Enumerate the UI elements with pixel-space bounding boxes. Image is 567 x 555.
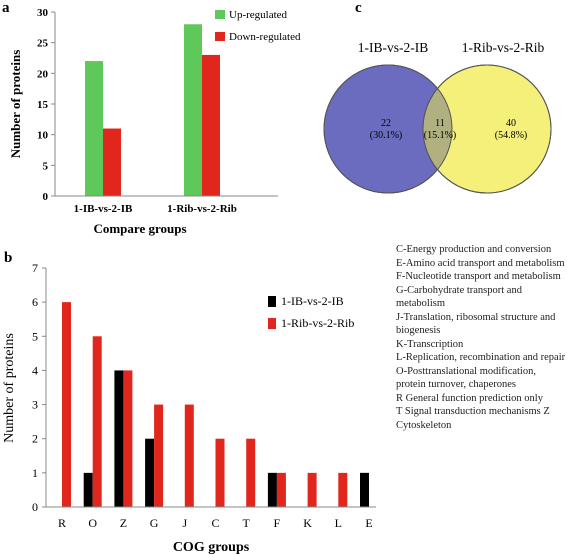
chart-b-y-tick-label: 7 <box>32 261 38 275</box>
chart-a-y-tick-label: 15 <box>37 99 49 111</box>
panel-label-b: b <box>4 250 12 266</box>
chart-b-cog: 0 1 2 3 4 5 6 7 R O Z G J C T F K L E 1-IB-vs-2-IB 1-Rib-v… <box>2 261 376 555</box>
venn-set-name-rib: 1-Rib-vs-2-Rib <box>462 40 545 55</box>
cog-legend-item: L-Replication, recombination and repair <box>396 352 566 363</box>
venn-overlap-percent: (15.1%) <box>424 130 457 141</box>
chart-b-bar <box>184 404 194 507</box>
chart-a-y-tick-label: 20 <box>37 68 49 80</box>
chart-b-x-tick-label: F <box>274 516 281 530</box>
chart-a-bar <box>184 24 202 197</box>
chart-a-legend-label: Down-regulated <box>229 31 301 43</box>
cog-legend-item: T Signal transduction mechanisms Z Cytos… <box>396 406 550 431</box>
cog-legend-item: J-Translation, ribosomal structure and b… <box>396 311 556 337</box>
chart-a-legend: Up-regulated Down-regulated <box>215 9 301 43</box>
chart-b-bar <box>145 438 155 507</box>
chart-b-legend-label: 1-IB-vs-2-IB <box>281 294 344 308</box>
chart-b-bar <box>276 472 286 507</box>
chart-b-bar <box>307 472 317 507</box>
chart-b-x-tick-label: R <box>58 516 66 530</box>
chart-b-bar <box>154 404 164 507</box>
chart-b-x-label: COG groups <box>173 540 250 555</box>
panel-label-a: a <box>2 0 10 16</box>
venn-diagram: 1-IB-vs-2-IB 1-Rib-vs-2-Rib 22 (30.1%) 1… <box>323 40 552 194</box>
chart-b-x-tick-label: O <box>88 516 97 530</box>
cog-legend-item: C-Energy production and conversion <box>396 244 552 255</box>
venn-rib-only-count: 40 <box>506 118 516 129</box>
chart-b-bar <box>360 472 369 507</box>
chart-b-legend: 1-IB-vs-2-IB 1-Rib-vs-2-Rib <box>268 294 354 330</box>
chart-a-x-label: Compare groups <box>93 221 186 236</box>
chart-a-x-ticks: 1-IB-vs-2-IB 1-Rib-vs-2-Rib <box>74 203 237 215</box>
chart-a-x-tick-label: 1-IB-vs-2-IB <box>74 203 133 215</box>
chart-a-y-tick-label: 25 <box>37 38 49 50</box>
venn-outline-ib <box>323 64 453 194</box>
chart-b-y-tick-label: 4 <box>32 363 38 377</box>
chart-a-bars <box>85 24 220 197</box>
cog-legend-item: F-Nucleotide transport and metabolism <box>396 271 561 282</box>
cog-legend-item: R General function prediction only <box>396 392 543 404</box>
chart-b-y-tick-label: 0 <box>32 500 38 514</box>
chart-b-y-tick-label: 6 <box>32 295 38 309</box>
chart-a-x-tick-label: 1-Rib-vs-2-Rib <box>167 203 237 215</box>
chart-b-x-tick-label: K <box>303 516 312 530</box>
chart-b-x-tick-label: E <box>365 516 372 530</box>
chart-b-bar <box>83 472 93 507</box>
venn-outline-rib <box>422 64 552 194</box>
chart-a-y-tick-label: 30 <box>37 7 49 19</box>
chart-b-x-tick-label: C <box>211 516 219 530</box>
chart-b-bar <box>62 302 71 507</box>
chart-a-y-tick-label: 5 <box>43 160 49 172</box>
chart-a-bar <box>202 54 220 196</box>
chart-a-legend-label: Up-regulated <box>229 9 288 21</box>
chart-b-x-tick-label: Z <box>120 516 127 530</box>
chart-b-bar <box>267 472 277 507</box>
chart-b-y-ticks: 0 1 2 3 4 5 6 7 <box>32 261 46 514</box>
chart-b-bar <box>123 370 133 507</box>
chart-b-bars <box>62 302 369 507</box>
chart-b-y-label: Number of proteins <box>2 333 17 443</box>
chart-a-legend-swatch <box>215 10 225 19</box>
venn-set-name-ib: 1-IB-vs-2-IB <box>358 40 429 55</box>
chart-b-bar <box>246 438 256 507</box>
panel-label-c: c <box>355 0 362 16</box>
chart-a-y-tick-label: 10 <box>37 130 49 142</box>
chart-b-legend-swatch <box>268 318 276 329</box>
chart-a-bar <box>85 61 103 196</box>
cog-category-legend: C-Energy production and conversion E-Ami… <box>396 243 566 432</box>
chart-a-bar <box>103 128 121 196</box>
chart-b-bar <box>215 438 225 507</box>
chart-b-legend-swatch <box>268 296 276 307</box>
chart-b-y-tick-label: 5 <box>32 329 38 343</box>
chart-b-legend-label: 1-Rib-vs-2-Rib <box>281 316 354 330</box>
venn-ib-only-count: 22 <box>381 118 391 129</box>
chart-a-y-tick-label: 0 <box>43 191 49 203</box>
venn-ib-only-percent: (30.1%) <box>370 130 403 141</box>
chart-b-y-tick-label: 3 <box>32 398 38 412</box>
chart-b-x-tick-label: L <box>335 516 342 530</box>
chart-b-x-tick-label: T <box>243 516 251 530</box>
chart-b-bar <box>338 472 348 507</box>
cog-legend-item: K-Transcription <box>396 338 464 350</box>
chart-b-y-tick-label: 2 <box>32 432 38 446</box>
cog-legend-item: G-Carbohydrate transport and metabolism <box>396 284 522 310</box>
chart-a-legend-swatch <box>215 32 225 41</box>
chart-a-y-ticks: 0 5 10 15 20 25 30 <box>37 7 55 203</box>
chart-b-x-tick-label: J <box>182 516 187 530</box>
chart-b-bar <box>114 370 124 507</box>
chart-b-bar <box>92 336 102 507</box>
chart-b-y-tick-label: 1 <box>32 466 38 480</box>
chart-b-x-tick-label: G <box>150 516 159 530</box>
chart-a-y-label: Number of proteins <box>8 50 23 159</box>
cog-legend-item: O-Posttranslational modification, protei… <box>396 365 536 391</box>
venn-overlap-count: 11 <box>435 118 445 129</box>
venn-rib-only-percent: (54.8%) <box>495 130 528 141</box>
cog-legend-item: E-Amino acid transport and metabolism <box>396 257 565 269</box>
